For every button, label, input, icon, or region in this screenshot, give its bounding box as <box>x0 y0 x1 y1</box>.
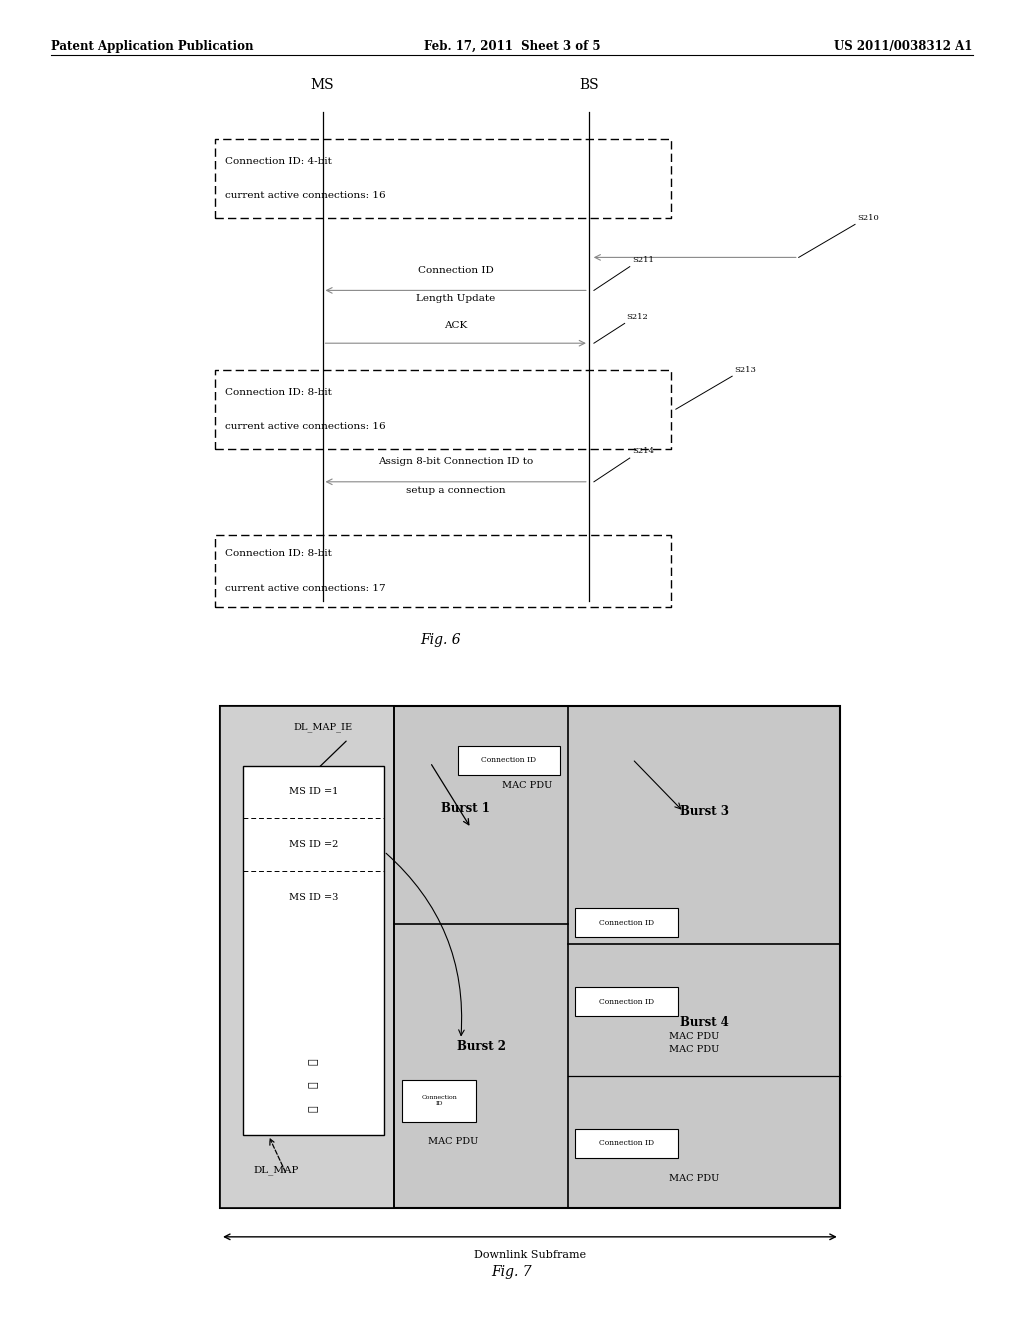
Text: Downlink Subframe: Downlink Subframe <box>474 1250 586 1261</box>
Bar <box>575 908 678 937</box>
Text: DL_MAP: DL_MAP <box>254 1166 299 1175</box>
Text: ⋯: ⋯ <box>308 1057 318 1065</box>
Text: DL_MAP_IE: DL_MAP_IE <box>293 722 352 731</box>
Text: setup a connection: setup a connection <box>406 486 506 495</box>
Text: MS ID =1: MS ID =1 <box>289 788 338 796</box>
Text: S213: S213 <box>734 366 756 374</box>
Text: Connection
ID: Connection ID <box>422 1096 457 1106</box>
Text: Connection ID: 4-bit: Connection ID: 4-bit <box>225 157 332 165</box>
Text: Burst 3: Burst 3 <box>680 805 728 818</box>
Bar <box>243 766 384 1135</box>
Text: S211: S211 <box>632 256 653 264</box>
Text: Burst 1: Burst 1 <box>441 803 490 814</box>
Text: Assign 8-bit Connection ID to: Assign 8-bit Connection ID to <box>378 457 534 466</box>
Text: Burst 4: Burst 4 <box>680 1016 728 1030</box>
Text: Connection ID: 8-bit: Connection ID: 8-bit <box>225 388 332 396</box>
Text: MS: MS <box>310 78 335 92</box>
Bar <box>575 987 678 1016</box>
Text: Connection ID: 8-bit: Connection ID: 8-bit <box>225 549 332 558</box>
Text: ACK: ACK <box>444 321 467 330</box>
Text: MAC PDU: MAC PDU <box>669 1032 719 1040</box>
Text: ⋯: ⋯ <box>308 1081 318 1089</box>
Bar <box>402 1080 476 1122</box>
Text: Feb. 17, 2011  Sheet 3 of 5: Feb. 17, 2011 Sheet 3 of 5 <box>424 40 600 53</box>
Text: MAC PDU: MAC PDU <box>669 1045 719 1053</box>
Text: Connection ID: Connection ID <box>418 265 494 275</box>
Text: MAC PDU: MAC PDU <box>428 1138 479 1146</box>
Text: Connection ID: Connection ID <box>599 919 654 927</box>
Text: Connection ID: Connection ID <box>599 1139 654 1147</box>
Bar <box>220 706 840 1208</box>
Text: S214: S214 <box>632 447 653 455</box>
Text: MAC PDU: MAC PDU <box>502 781 553 789</box>
Text: S212: S212 <box>627 313 648 321</box>
Text: BS: BS <box>579 78 599 92</box>
Text: Burst 2: Burst 2 <box>457 1040 506 1052</box>
Bar <box>220 706 394 1208</box>
Text: MAC PDU: MAC PDU <box>669 1175 719 1183</box>
Text: Length Update: Length Update <box>416 294 496 304</box>
Text: current active connections: 17: current active connections: 17 <box>225 583 386 593</box>
Text: Fig. 6: Fig. 6 <box>420 634 461 647</box>
Text: US 2011/0038312 A1: US 2011/0038312 A1 <box>835 40 973 53</box>
Text: S210: S210 <box>857 214 879 222</box>
Bar <box>458 746 560 775</box>
Text: Patent Application Publication: Patent Application Publication <box>51 40 254 53</box>
Text: Connection ID: Connection ID <box>481 756 537 764</box>
Text: ⋯: ⋯ <box>308 1105 318 1113</box>
Text: Fig. 7: Fig. 7 <box>492 1265 532 1279</box>
Text: MS ID =3: MS ID =3 <box>289 894 338 902</box>
Text: current active connections: 16: current active connections: 16 <box>225 422 386 430</box>
Text: Connection ID: Connection ID <box>599 998 654 1006</box>
Text: current active connections: 16: current active connections: 16 <box>225 191 386 199</box>
Text: MS ID =2: MS ID =2 <box>289 841 338 849</box>
Bar <box>575 1129 678 1158</box>
